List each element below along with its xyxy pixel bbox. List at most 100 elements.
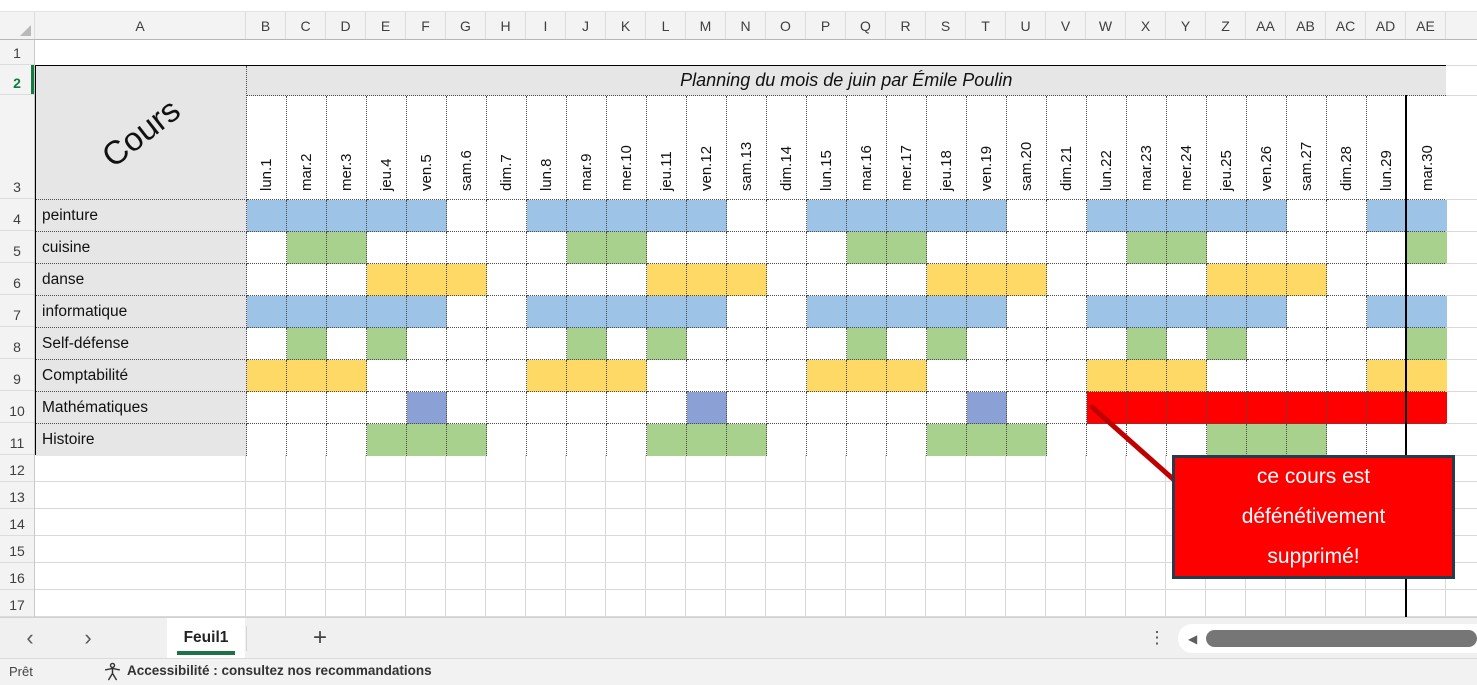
schedule-cell[interactable]: [1207, 328, 1247, 360]
schedule-cell[interactable]: [1047, 264, 1087, 296]
schedule-cell[interactable]: [487, 264, 527, 296]
column-header-R[interactable]: R: [886, 12, 926, 39]
schedule-cell[interactable]: [327, 200, 367, 232]
column-header-AB[interactable]: AB: [1286, 12, 1326, 39]
schedule-cell[interactable]: [567, 264, 607, 296]
schedule-cell[interactable]: [1127, 328, 1167, 360]
course-label-informatique[interactable]: informatique: [36, 296, 247, 328]
column-header-F[interactable]: F: [406, 12, 446, 39]
column-header-Q[interactable]: Q: [846, 12, 886, 39]
schedule-cell[interactable]: [367, 392, 407, 424]
schedule-cell[interactable]: [807, 360, 847, 392]
schedule-cell[interactable]: [1087, 264, 1127, 296]
course-label-Histoire[interactable]: Histoire: [36, 424, 247, 456]
scroll-left-icon[interactable]: ◀: [1188, 632, 1198, 646]
schedule-cell[interactable]: [247, 200, 287, 232]
schedule-cell[interactable]: [327, 232, 367, 264]
schedule-cell[interactable]: [1247, 392, 1287, 424]
day-header-cell-jeu.18[interactable]: jeu.18: [927, 96, 967, 200]
schedule-cell[interactable]: [447, 424, 487, 456]
schedule-cell[interactable]: [247, 424, 287, 456]
day-header-cell-lun.22[interactable]: lun.22: [1087, 96, 1127, 200]
schedule-cell[interactable]: [447, 328, 487, 360]
day-header-cell-jeu.4[interactable]: jeu.4: [367, 96, 407, 200]
column-header-D[interactable]: D: [326, 12, 366, 39]
schedule-cell[interactable]: [287, 424, 327, 456]
schedule-cell[interactable]: [1367, 424, 1407, 456]
schedule-cell[interactable]: [367, 200, 407, 232]
schedule-cell[interactable]: [727, 328, 767, 360]
schedule-cell[interactable]: [1007, 264, 1047, 296]
day-header-cell-mar.9[interactable]: mar.9: [567, 96, 607, 200]
schedule-cell[interactable]: [647, 360, 687, 392]
schedule-cell[interactable]: [1047, 392, 1087, 424]
row-header-3[interactable]: 3: [0, 95, 34, 199]
row-header-1[interactable]: 1: [0, 40, 34, 65]
schedule-cell[interactable]: [927, 360, 967, 392]
column-header-AD[interactable]: AD: [1366, 12, 1406, 39]
schedule-cell[interactable]: [767, 392, 807, 424]
schedule-cell[interactable]: [1207, 424, 1247, 456]
schedule-cell[interactable]: [367, 232, 407, 264]
schedule-cell[interactable]: [447, 360, 487, 392]
schedule-cell[interactable]: [1087, 424, 1127, 456]
day-header-cell-ven.12[interactable]: ven.12: [687, 96, 727, 200]
schedule-cell[interactable]: [407, 328, 447, 360]
schedule-cell[interactable]: [1007, 200, 1047, 232]
schedule-cell[interactable]: [287, 360, 327, 392]
schedule-cell[interactable]: [1367, 264, 1407, 296]
schedule-cell[interactable]: [1207, 264, 1247, 296]
schedule-cell[interactable]: [1127, 424, 1167, 456]
row-header-14[interactable]: 14: [0, 509, 34, 536]
day-header-cell-sam.20[interactable]: sam.20: [1007, 96, 1047, 200]
schedule-cell[interactable]: [247, 360, 287, 392]
column-header-B[interactable]: B: [246, 12, 286, 39]
schedule-cell[interactable]: [807, 232, 847, 264]
schedule-cell[interactable]: [807, 296, 847, 328]
schedule-cell[interactable]: [1327, 360, 1367, 392]
schedule-cell[interactable]: [687, 392, 727, 424]
day-header-cell-lun.1[interactable]: lun.1: [247, 96, 287, 200]
schedule-cell[interactable]: [967, 264, 1007, 296]
schedule-cell[interactable]: [1367, 328, 1407, 360]
day-header-cell-mar.16[interactable]: mar.16: [847, 96, 887, 200]
schedule-cell[interactable]: [1367, 200, 1407, 232]
day-header-cell-mer.17[interactable]: mer.17: [887, 96, 927, 200]
schedule-cell[interactable]: [527, 264, 567, 296]
schedule-cell[interactable]: [1367, 296, 1407, 328]
schedule-cell[interactable]: [687, 360, 727, 392]
schedule-cell[interactable]: [1127, 200, 1167, 232]
schedule-cell[interactable]: [1407, 328, 1447, 360]
cell-month-title[interactable]: Planning du mois de juin par Émile Pouli…: [247, 66, 1446, 96]
day-header-cell-dim.14[interactable]: dim.14: [767, 96, 807, 200]
schedule-cell[interactable]: [1047, 200, 1087, 232]
schedule-cell[interactable]: [1087, 296, 1127, 328]
schedule-cell[interactable]: [567, 200, 607, 232]
day-header-cell-sam.13[interactable]: sam.13: [727, 96, 767, 200]
schedule-cell[interactable]: [247, 328, 287, 360]
schedule-cell[interactable]: [1327, 392, 1367, 424]
schedule-cell[interactable]: [847, 328, 887, 360]
schedule-cell[interactable]: [327, 360, 367, 392]
schedule-cell[interactable]: [1287, 328, 1327, 360]
schedule-cell[interactable]: [647, 328, 687, 360]
column-header-V[interactable]: V: [1046, 12, 1086, 39]
schedule-cell[interactable]: [847, 200, 887, 232]
day-header-cell-sam.27[interactable]: sam.27: [1287, 96, 1327, 200]
schedule-cell[interactable]: [1247, 264, 1287, 296]
schedule-cell[interactable]: [407, 232, 447, 264]
row-header-9[interactable]: 9: [0, 359, 34, 391]
schedule-cell[interactable]: [1207, 360, 1247, 392]
schedule-cell[interactable]: [607, 328, 647, 360]
schedule-cell[interactable]: [767, 264, 807, 296]
schedule-cell[interactable]: [287, 296, 327, 328]
column-header-P[interactable]: P: [806, 12, 846, 39]
schedule-cell[interactable]: [1287, 392, 1327, 424]
row-header-5[interactable]: 5: [0, 231, 34, 263]
schedule-cell[interactable]: [1167, 232, 1207, 264]
schedule-cell[interactable]: [407, 200, 447, 232]
column-header-N[interactable]: N: [726, 12, 766, 39]
schedule-cell[interactable]: [967, 200, 1007, 232]
schedule-cell[interactable]: [487, 392, 527, 424]
schedule-cell[interactable]: [527, 328, 567, 360]
